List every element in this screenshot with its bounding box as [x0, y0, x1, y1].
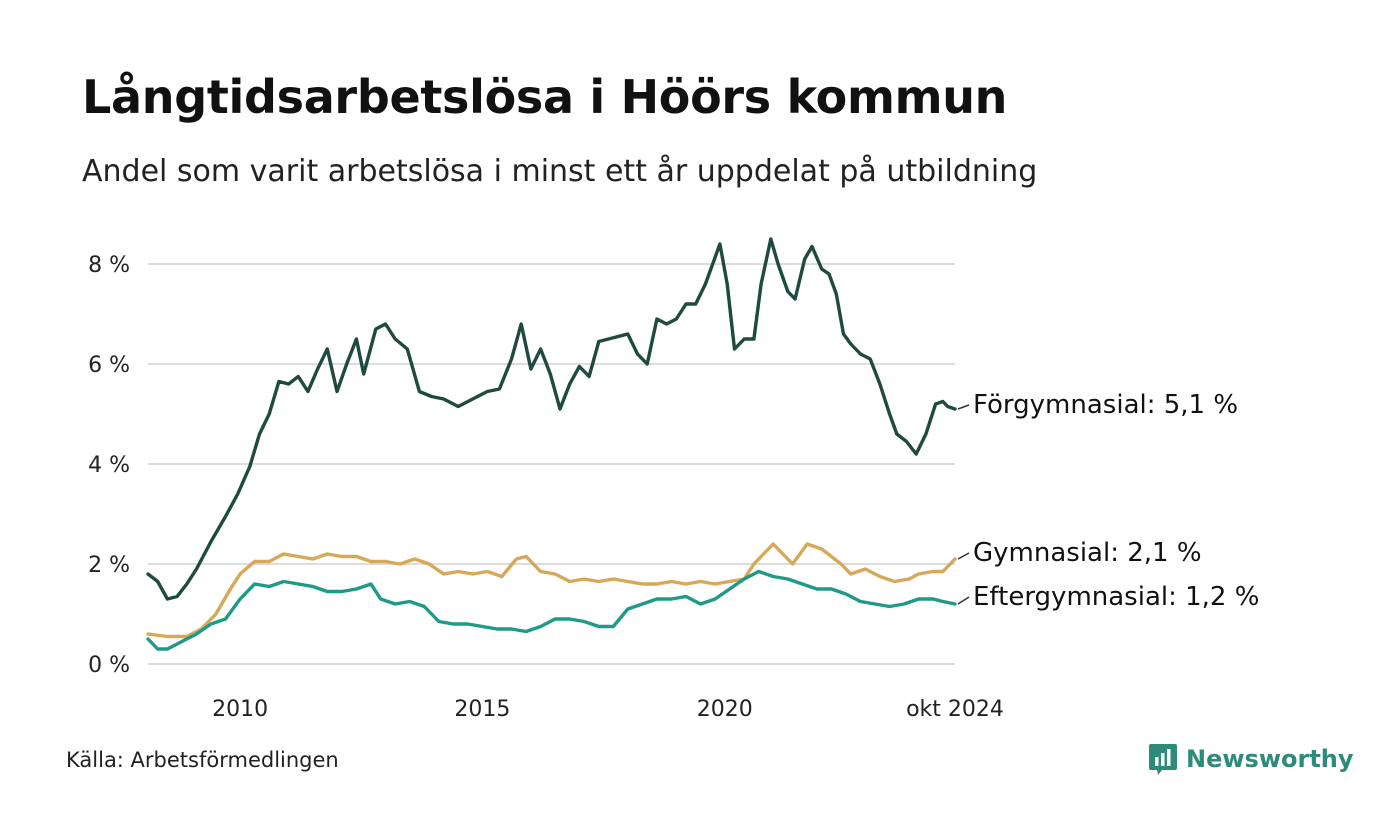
end-label-eftergymnasial: Eftergymnasial: 1,2 % [973, 582, 1259, 612]
series-line-eftergymnasial [146, 569, 957, 651]
series-line-gymnasial [146, 542, 957, 639]
source-credit: Källa: Arbetsförmedlingen [66, 748, 339, 772]
y-tick-label: 4 % [88, 453, 130, 478]
chart-subtitle: Andel som varit arbetslösa i minst ett å… [82, 154, 1038, 189]
newsworthy-brand[interactable]: Newsworthy [1148, 742, 1354, 776]
end-label-förgymnasial: Förgymnasial: 5,1 % [973, 390, 1238, 420]
label-connector [957, 552, 970, 560]
y-tick-label: 2 % [88, 553, 130, 578]
label-connector [957, 404, 970, 410]
x-tick-label: okt 2024 [906, 697, 1004, 722]
newsworthy-logo-icon [1149, 744, 1177, 775]
x-tick-label: 2010 [212, 697, 268, 722]
x-axis-tick-labels: 2010 2015 2020 okt 2024 [212, 697, 1004, 722]
label-connector [957, 596, 970, 605]
y-axis-tick-labels: 0 % 2 % 4 % 6 % 8 % [88, 253, 130, 678]
chart-title: Långtidsarbetslösa i Höörs kommun [82, 70, 1008, 124]
series-end-labels: Förgymnasial: 5,1 % Gymnasial: 2,1 % Efter… [957, 390, 1259, 612]
y-tick-label: 6 % [88, 353, 130, 378]
y-tick-label: 0 % [88, 653, 130, 678]
y-tick-label: 8 % [88, 253, 130, 278]
series-lines [146, 237, 957, 651]
series-line-förgymnasial [146, 237, 957, 601]
x-tick-label: 2015 [454, 697, 510, 722]
grid-lines [148, 263, 955, 665]
brand-name: Newsworthy [1186, 745, 1354, 773]
line-chart: 0 % 2 % 4 % 6 % 8 % 2010 2015 2020 okt 2024 För… [88, 237, 1259, 722]
x-tick-label: 2020 [697, 697, 753, 722]
end-label-gymnasial: Gymnasial: 2,1 % [973, 538, 1202, 568]
